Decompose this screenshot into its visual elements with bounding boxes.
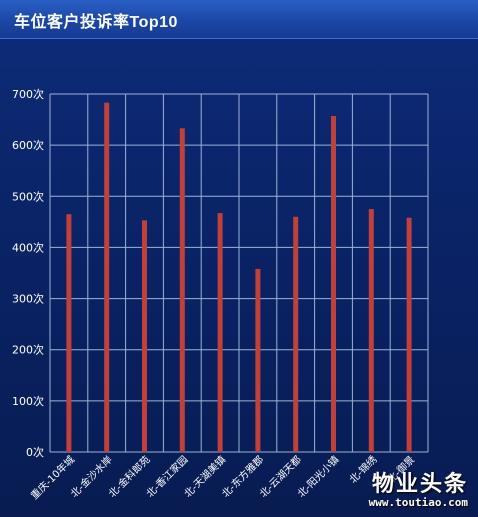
bar [406, 217, 412, 452]
bars [66, 102, 412, 453]
watermark: 物业头条 www.toutiao.com [369, 466, 468, 509]
y-tick-label: 700次 [12, 87, 44, 101]
y-axis-ticks: 0次 100次 200次 300次 400次 500次 600次 700次 [12, 87, 44, 459]
grid-lines [49, 93, 429, 453]
bar [104, 102, 110, 453]
bar [368, 209, 374, 452]
y-tick-label: 200次 [12, 343, 44, 357]
bar [217, 213, 223, 452]
bar [179, 128, 185, 452]
y-tick-label: 300次 [12, 292, 44, 306]
y-tick-label: 500次 [12, 189, 44, 203]
bar [255, 268, 261, 452]
watermark-url: www.toutiao.com [368, 496, 468, 509]
title-bar: 车位客户投诉率Top10 [0, 0, 478, 39]
y-tick-label: 400次 [12, 240, 44, 254]
x-tick-label: 重庆-10年城 [28, 453, 77, 502]
y-tick-label: 100次 [12, 394, 44, 408]
bar [66, 214, 72, 452]
bar [293, 216, 299, 452]
bar [331, 115, 336, 453]
y-tick-label: 0次 [26, 445, 44, 459]
chart-title: 车位客户投诉率Top10 [14, 14, 178, 31]
bar [142, 220, 147, 452]
watermark-logo-text: 物业头条 [371, 472, 468, 497]
x-axis-ticks: 重庆-10年城北-金沙水岸北-金科郎苑北-香江家园北-天湖美镇北-东方雅郡北-云… [28, 453, 417, 502]
y-tick-label: 600次 [12, 138, 44, 152]
